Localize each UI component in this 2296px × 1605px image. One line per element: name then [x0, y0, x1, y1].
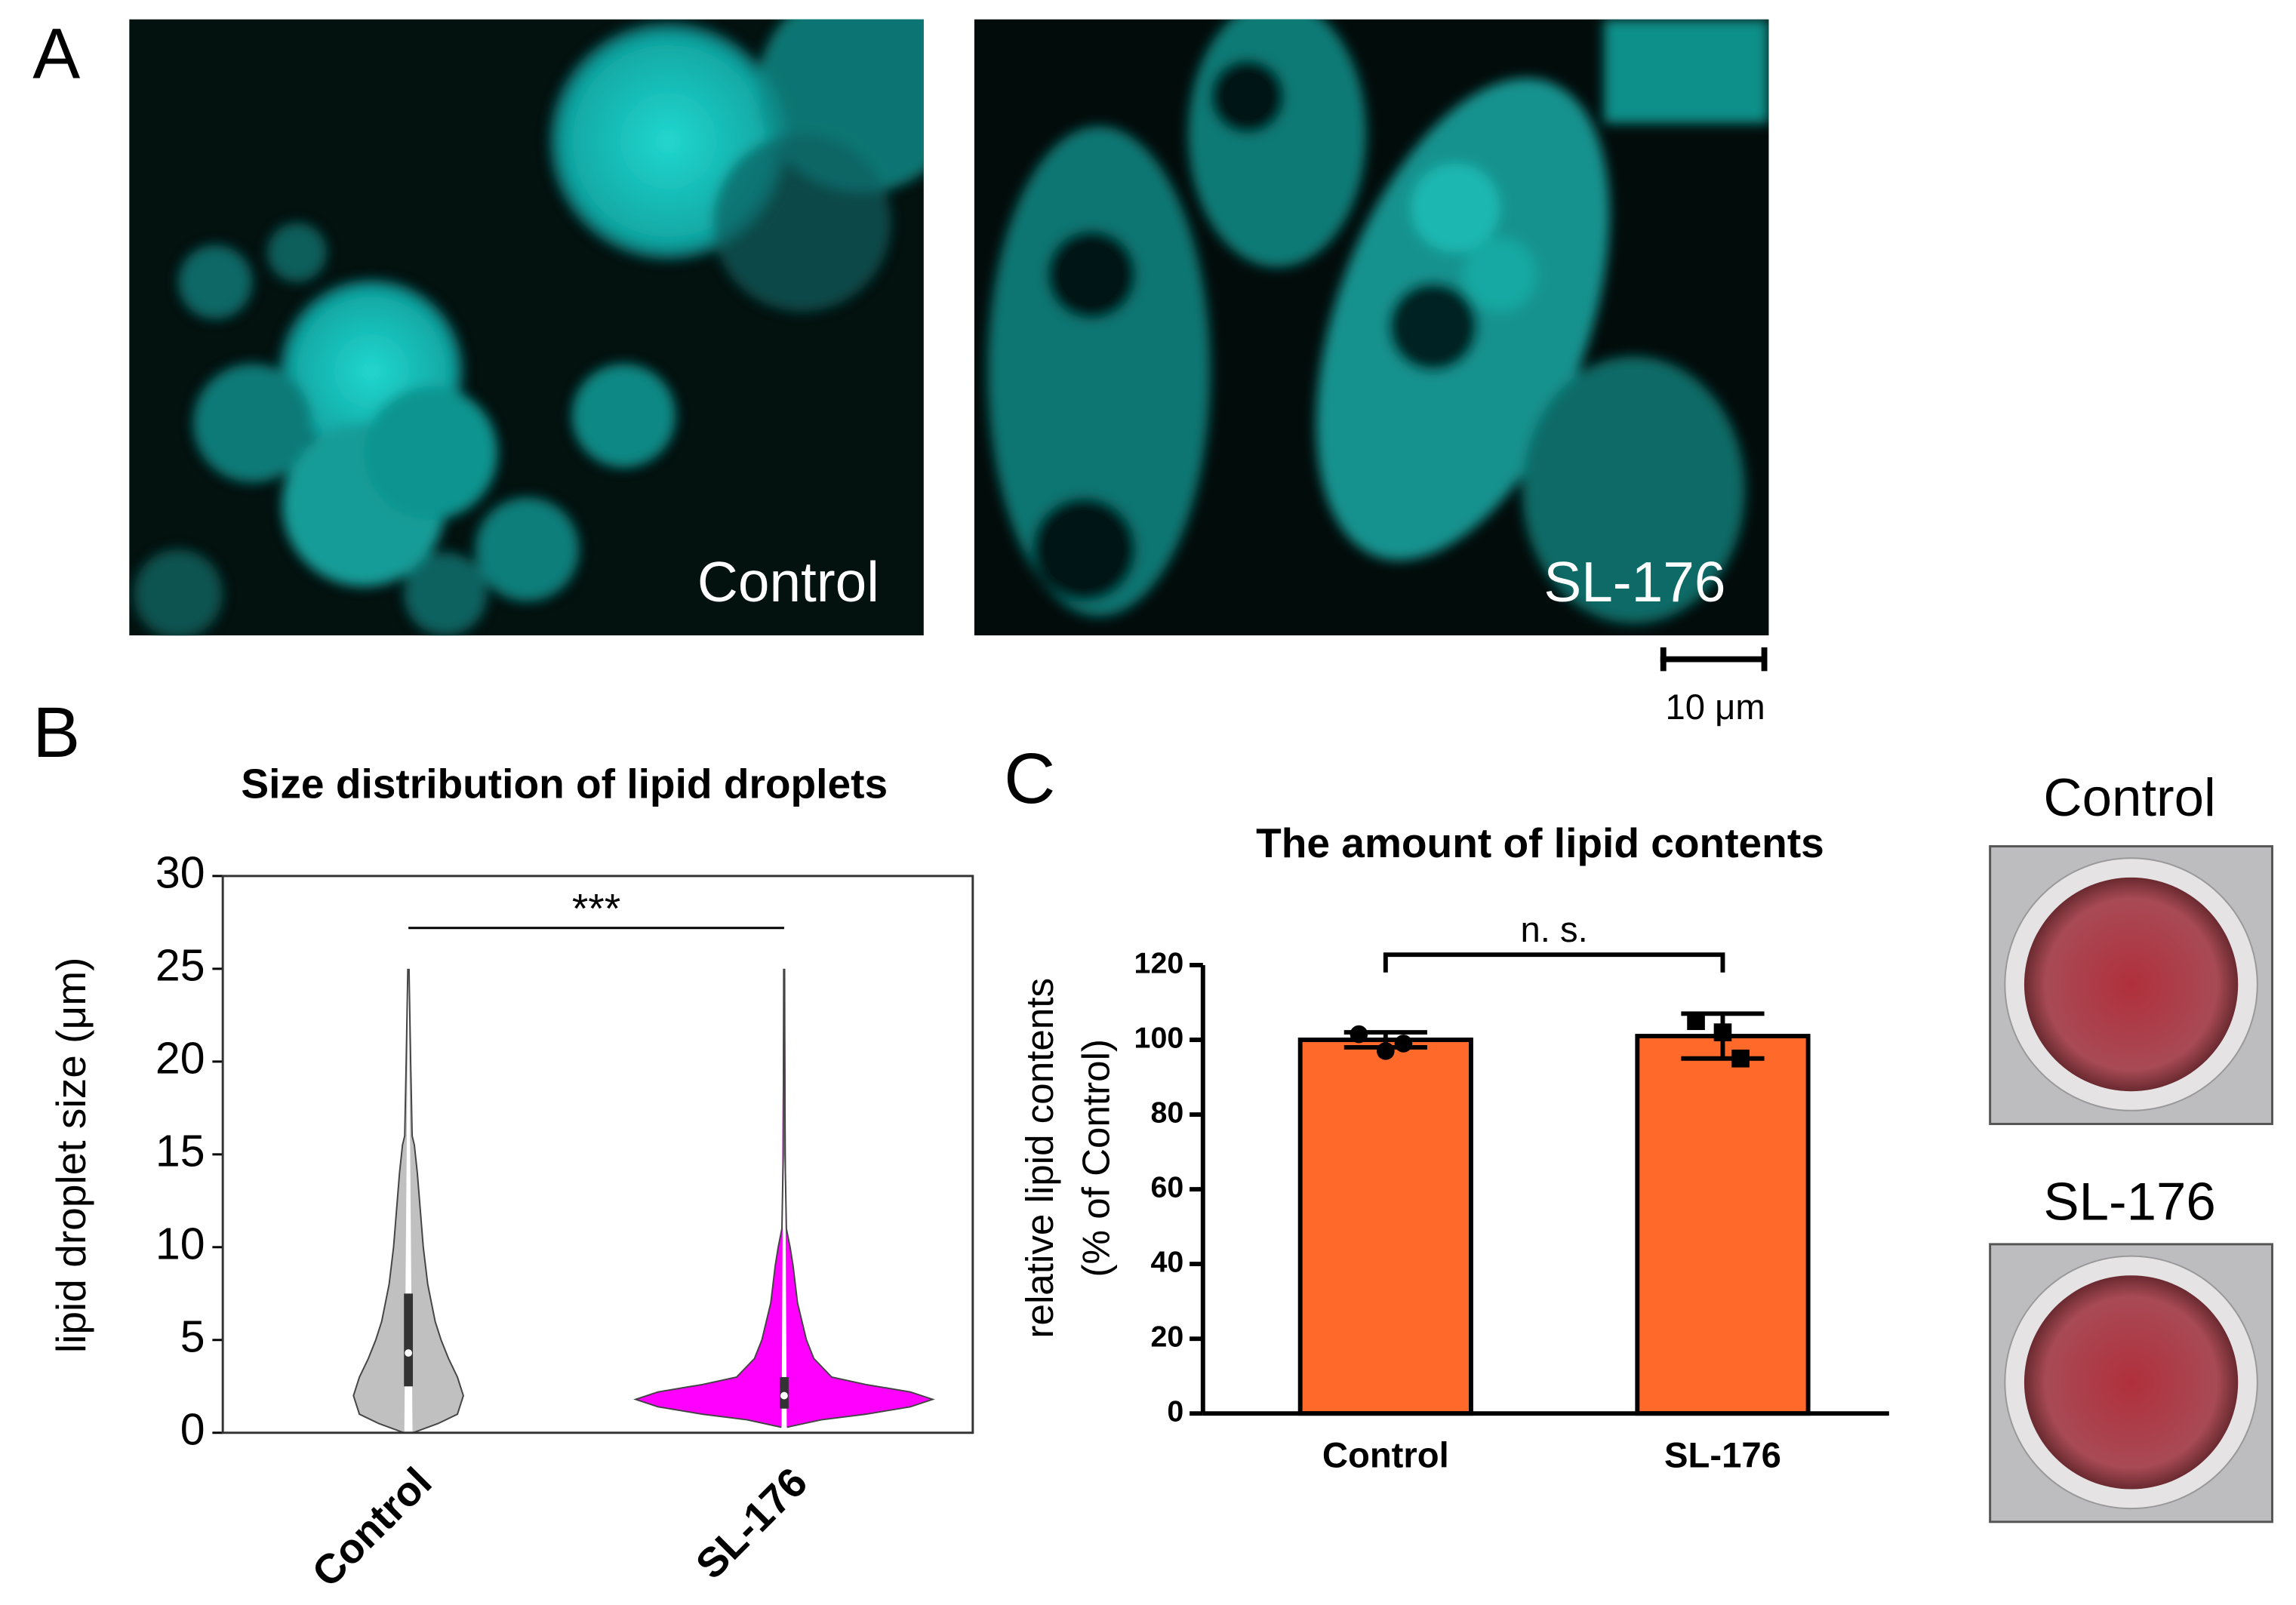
violin-half — [352, 968, 408, 1434]
data-point — [1394, 1035, 1413, 1053]
data-point — [1713, 1023, 1732, 1041]
violin-outline — [352, 968, 409, 1434]
violin-outline — [408, 968, 464, 1434]
x-tick-label: Control — [303, 1459, 440, 1596]
violin-half — [784, 968, 934, 1428]
bar — [1635, 1034, 1811, 1416]
panel-label: C — [1004, 739, 1055, 819]
y-tick-label: 10 — [155, 1219, 205, 1268]
violin-half — [408, 968, 464, 1434]
well-photo — [1989, 845, 2273, 1125]
y-tick-label: 60 — [1150, 1170, 1183, 1204]
data-point — [1687, 1012, 1705, 1031]
well-photo — [1989, 1243, 2273, 1524]
median — [405, 1349, 413, 1357]
significance: *** — [572, 885, 620, 932]
micrograph-label: Control — [697, 550, 879, 613]
micrograph-label: SL-176 — [1543, 550, 1725, 613]
y-tick-label: 20 — [1150, 1321, 1183, 1354]
y-tick-label: 120 — [1134, 946, 1184, 979]
data-point — [1731, 1049, 1750, 1068]
y-axis-label: lipid droplet size (μm) — [48, 958, 94, 1354]
panel-label: A — [32, 15, 80, 94]
data-point — [1377, 1042, 1395, 1060]
y-tick-label: 5 — [180, 1311, 205, 1361]
significance-bracket — [1383, 952, 1725, 973]
box — [404, 1293, 414, 1387]
y-tick-label: 25 — [155, 940, 205, 990]
y-tick-label: 0 — [180, 1404, 205, 1454]
chart-title: Size distribution of lipid droplets — [241, 760, 888, 807]
y-tick-label: 15 — [155, 1126, 205, 1176]
x-tick-label: SL-176 — [687, 1459, 817, 1588]
y-tick-label: 100 — [1134, 1021, 1184, 1054]
violin-half — [634, 968, 784, 1428]
chart-title: The amount of lipid contents — [1256, 819, 1824, 866]
y-tick-label: 30 — [155, 847, 205, 897]
y-axis-label: relative lipid contents — [1018, 978, 1061, 1339]
bar — [1297, 1038, 1473, 1416]
scale-bar — [1660, 647, 1768, 672]
y-tick-label: 40 — [1150, 1245, 1183, 1278]
plot-frame — [221, 875, 974, 1434]
median — [780, 1391, 788, 1400]
x-tick-label: SL-176 — [1664, 1436, 1781, 1476]
y-tick-label: 0 — [1167, 1395, 1183, 1428]
data-point — [1350, 1025, 1368, 1044]
y-tick-label: 80 — [1150, 1096, 1183, 1129]
micrograph-control — [129, 19, 924, 636]
violin-outline — [783, 968, 935, 1428]
micrograph-sl176 — [974, 19, 1769, 636]
x-tick-label: Control — [1322, 1436, 1449, 1476]
scale-bar-label: 10 μm — [1666, 687, 1765, 727]
violin-outline — [633, 968, 785, 1428]
significance: n. s. — [1521, 910, 1588, 950]
well-label: Control — [2043, 768, 2215, 828]
y-tick-label: 20 — [155, 1033, 205, 1083]
well-label: SL-176 — [2043, 1172, 2215, 1231]
y-axis-label: (% of Control) — [1075, 1039, 1118, 1277]
panel-label: B — [32, 693, 80, 773]
